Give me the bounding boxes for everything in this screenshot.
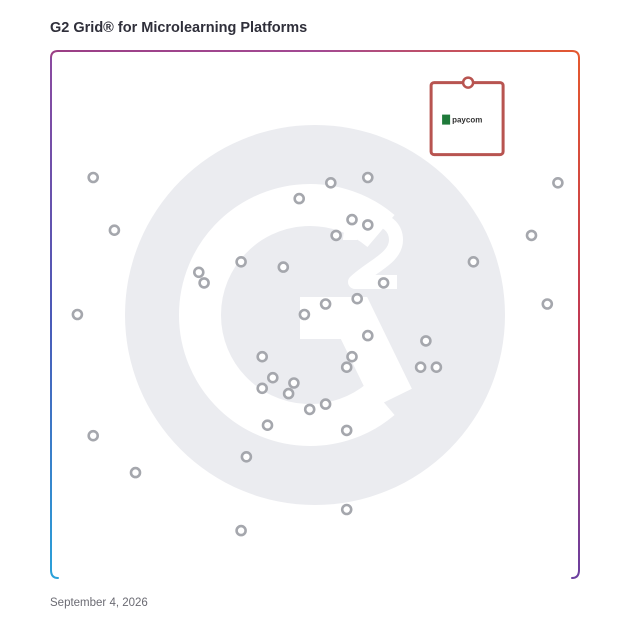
data-point-36[interactable] — [319, 398, 332, 410]
data-points — [71, 171, 564, 537]
data-point-39[interactable] — [240, 450, 253, 463]
paycom-logo-mark — [442, 114, 451, 125]
data-point-23[interactable] — [414, 361, 427, 374]
data-point-32[interactable] — [256, 382, 269, 395]
data-point-34[interactable] — [282, 387, 295, 400]
data-point-11[interactable] — [324, 177, 337, 189]
data-point-14[interactable] — [361, 219, 374, 231]
data-point-20[interactable] — [361, 329, 374, 342]
highlight-point[interactable] — [461, 76, 475, 89]
paycom-logo-text: paycom — [452, 116, 482, 125]
highlighted-product[interactable]: paycom — [429, 76, 505, 157]
data-point-18[interactable] — [319, 298, 332, 310]
paycom-logo: paycom — [442, 114, 482, 125]
data-point-29[interactable] — [541, 298, 554, 310]
data-point-16[interactable] — [377, 277, 390, 289]
chart-title: G2 Grid® for Microlearning Platforms — [50, 20, 308, 36]
data-point-26[interactable] — [467, 255, 480, 268]
data-point-35[interactable] — [303, 403, 316, 416]
data-point-13[interactable] — [346, 213, 358, 226]
data-point-12[interactable] — [361, 171, 374, 184]
data-point-28[interactable] — [552, 177, 564, 189]
data-point-5[interactable] — [129, 466, 142, 479]
data-point-24[interactable] — [420, 335, 432, 347]
data-point-21[interactable] — [346, 350, 358, 363]
data-point-2[interactable] — [108, 224, 121, 236]
data-point-27[interactable] — [525, 229, 538, 242]
data-point-37[interactable] — [261, 419, 274, 432]
data-point-19[interactable] — [298, 308, 311, 321]
data-point-9[interactable] — [277, 261, 290, 273]
data-point-15[interactable] — [330, 229, 342, 242]
data-point-30[interactable] — [256, 350, 269, 363]
data-point-1[interactable] — [87, 171, 99, 184]
data-point-25[interactable] — [430, 361, 443, 374]
data-point-33[interactable] — [288, 377, 300, 389]
data-point-6[interactable] — [193, 266, 205, 279]
data-point-3[interactable] — [71, 308, 84, 321]
data-point-31[interactable] — [266, 371, 279, 384]
data-point-40[interactable] — [340, 503, 353, 516]
data-point-8[interactable] — [235, 255, 247, 268]
data-point-7[interactable] — [198, 277, 210, 289]
data-point-10[interactable] — [293, 192, 306, 205]
data-point-4[interactable] — [87, 429, 99, 442]
data-point-17[interactable] — [351, 292, 364, 305]
data-point-22[interactable] — [340, 361, 353, 374]
data-point-41[interactable] — [235, 524, 247, 537]
report-date: September 4, 2026 — [50, 597, 148, 609]
data-point-38[interactable] — [340, 424, 353, 437]
